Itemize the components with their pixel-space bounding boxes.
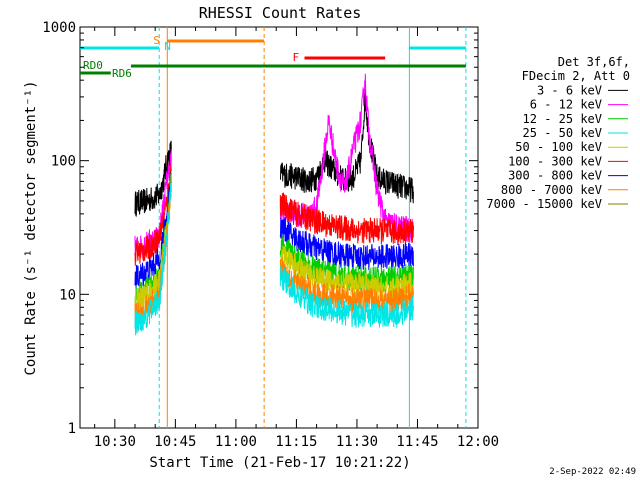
x-tick-label: 10:30	[94, 434, 136, 450]
flag-label: S	[153, 34, 160, 47]
x-axis-label: Start Time (21-Feb-17 10:21:22)	[149, 455, 410, 471]
flag-label: F	[292, 51, 299, 64]
y-tick-label: 1	[68, 421, 76, 437]
legend-entry-label: 25 - 50 keV	[523, 126, 602, 140]
legend-entry-label: 12 - 25 keV	[523, 112, 602, 126]
y-tick-label: 100	[51, 154, 76, 170]
flag-label: N	[164, 40, 171, 53]
legend-entry-label: 100 - 300 keV	[508, 154, 602, 168]
series-line	[134, 183, 172, 336]
legend-entry-label: 300 - 800 keV	[508, 169, 602, 183]
x-tick-label: 10:45	[154, 434, 196, 450]
y-tick-label: 10	[59, 287, 76, 303]
series-line	[134, 140, 172, 218]
chart-title: RHESSI Count Rates	[199, 4, 362, 22]
plot-area: S N F RD0 RD6	[79, 26, 479, 429]
x-tick-label: 12:00	[457, 434, 499, 450]
y-tick-label: 1000	[42, 20, 76, 36]
legend-header: FDecim 2, Att 0	[522, 69, 630, 83]
series-line	[279, 265, 414, 328]
legend-header: Det 3f,6f,	[558, 55, 630, 69]
legend-entry-label: 50 - 100 keV	[515, 140, 602, 154]
x-tick-label: 11:15	[275, 434, 317, 450]
legend-entry-label: 3 - 6 keV	[537, 83, 602, 97]
legend-entry-label: 7000 - 15000 keV	[486, 197, 602, 211]
series-line	[279, 217, 414, 271]
y-axis: 1 10 100 1000	[42, 20, 478, 437]
flag-label: RD6	[112, 67, 132, 80]
data-layer	[80, 27, 467, 428]
legend-entry-label: 800 - 7000 keV	[501, 183, 602, 197]
x-axis: 10:30 10:45 11:00 11:15 11:30 11:45 12:00	[94, 27, 499, 450]
series-line	[279, 192, 414, 246]
legend-entry-label: 6 - 12 keV	[530, 98, 602, 112]
timestamp: 2-Sep-2022 02:49	[549, 467, 636, 477]
series-line	[279, 73, 414, 243]
plot-frame	[79, 26, 479, 429]
series-line	[134, 164, 172, 266]
x-tick-label: 11:45	[396, 434, 438, 450]
x-tick-label: 11:30	[336, 434, 378, 450]
x-tick-label: 11:00	[215, 434, 257, 450]
y-axis-label: Count Rate (s⁻¹ detector segment⁻¹)	[23, 80, 39, 375]
flag-label: RD0	[83, 59, 103, 72]
